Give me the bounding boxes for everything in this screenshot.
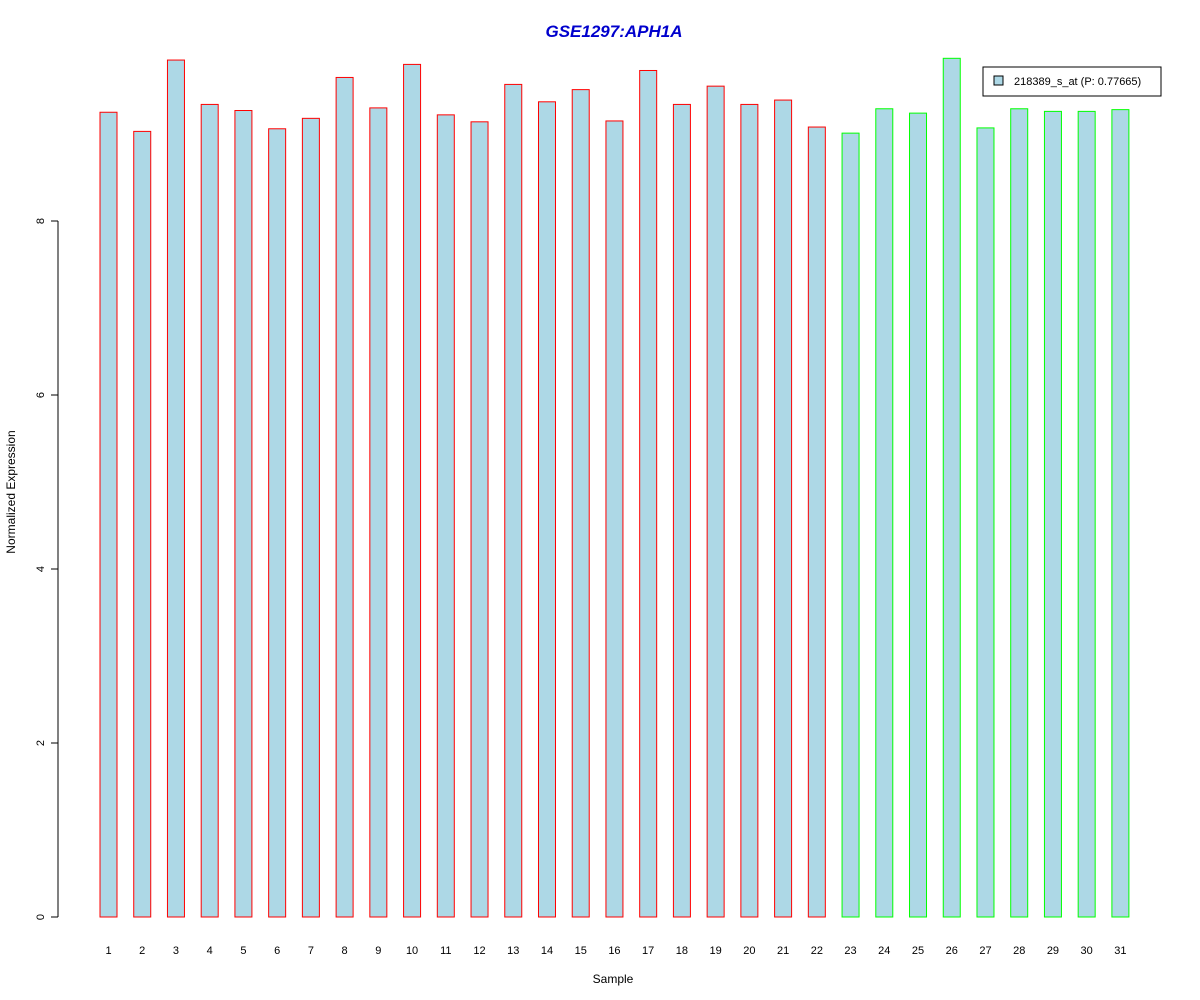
x-tick-label: 24 — [878, 945, 890, 957]
x-tick-label: 8 — [342, 945, 348, 957]
x-tick-label: 28 — [1013, 945, 1025, 957]
x-tick-label: 22 — [811, 945, 823, 957]
bar-sample-10 — [403, 63, 422, 918]
x-tick-label: 10 — [406, 945, 418, 957]
bar-sample-8 — [335, 76, 354, 918]
x-tick-label: 12 — [473, 945, 485, 957]
x-tick-label: 29 — [1047, 945, 1059, 957]
x-tick-label: 17 — [642, 945, 654, 957]
bar-sample-15 — [571, 89, 590, 918]
x-tick-label: 2 — [139, 945, 145, 957]
x-tick-label: 14 — [541, 945, 553, 957]
bar-sample-6 — [268, 128, 287, 918]
y-tick-label: 8 — [35, 218, 47, 224]
x-tick-label: 23 — [844, 945, 856, 957]
y-tick-label: 0 — [35, 914, 47, 920]
bar-sample-21 — [774, 99, 793, 918]
x-tick-label: 6 — [274, 945, 280, 957]
x-tick-label: 5 — [240, 945, 246, 957]
x-tick-label: 25 — [912, 945, 924, 957]
x-tick-label: 20 — [743, 945, 755, 957]
legend-label: 218389_s_at (P: 0.77665) — [1014, 76, 1141, 88]
bar-sample-24 — [875, 108, 894, 918]
bar-sample-2 — [133, 130, 152, 918]
x-tick-label: 9 — [375, 945, 381, 957]
bar-sample-26 — [942, 57, 961, 918]
bar-sample-30 — [1077, 110, 1096, 918]
bar-sample-25 — [909, 112, 928, 918]
y-tick-label: 2 — [35, 740, 47, 746]
y-axis-label: Normalized Expression — [4, 430, 18, 553]
y-axis: 0 2 4 6 8 — [35, 218, 59, 920]
bar-sample-4 — [200, 103, 219, 918]
bar-sample-13 — [504, 83, 523, 918]
x-tick-label: 7 — [308, 945, 314, 957]
x-tick-label: 26 — [946, 945, 958, 957]
x-tick-label: 21 — [777, 945, 789, 957]
bars — [99, 57, 1130, 918]
bar-sample-19 — [706, 85, 725, 918]
bar-sample-18 — [672, 103, 691, 918]
x-tick-label: 15 — [575, 945, 587, 957]
bar-sample-22 — [807, 126, 826, 918]
x-tick-label: 4 — [207, 945, 213, 957]
bar-sample-3 — [166, 59, 185, 918]
bar-sample-29 — [1043, 110, 1062, 918]
chart-title: GSE1297:APH1A — [545, 22, 682, 41]
bar-sample-7 — [301, 117, 320, 918]
bar-sample-20 — [740, 103, 759, 918]
bar-sample-16 — [605, 120, 624, 918]
x-tick-label: 16 — [608, 945, 620, 957]
legend-box — [982, 66, 1162, 97]
bar-sample-14 — [537, 101, 556, 918]
bar-sample-31 — [1111, 109, 1130, 918]
bar-sample-9 — [369, 107, 388, 918]
x-axis-label: Sample — [593, 972, 634, 986]
y-tick-label: 4 — [35, 566, 47, 572]
x-tick-label: 1 — [105, 945, 111, 957]
bar-sample-5 — [234, 110, 253, 918]
x-tick-label: 11 — [440, 945, 451, 957]
bar-sample-28 — [1010, 108, 1029, 918]
bar-sample-1 — [99, 111, 118, 918]
y-tick-label: 6 — [35, 392, 47, 398]
x-tick-label: 31 — [1114, 945, 1126, 957]
x-tick-label: 13 — [507, 945, 519, 957]
bar-sample-12 — [470, 121, 489, 918]
bar-sample-17 — [639, 69, 658, 918]
x-tick-label: 19 — [710, 945, 722, 957]
x-tick-labels: 1 2 3 4 5 6 7 8 9 10 11 12 13 14 15 16 17 18 19 20 21 22 23 24 2… — [105, 945, 1126, 957]
bar-sample-23 — [841, 132, 860, 918]
x-tick-label: 30 — [1081, 945, 1093, 957]
legend-swatch — [993, 75, 1004, 86]
legend: 218389_s_at (P: 0.77665) — [982, 66, 1162, 97]
bar-sample-27 — [976, 127, 995, 918]
x-tick-label: 3 — [173, 945, 179, 957]
bar-sample-11 — [436, 114, 455, 918]
x-tick-label: 18 — [676, 945, 688, 957]
x-tick-label: 27 — [979, 945, 991, 957]
